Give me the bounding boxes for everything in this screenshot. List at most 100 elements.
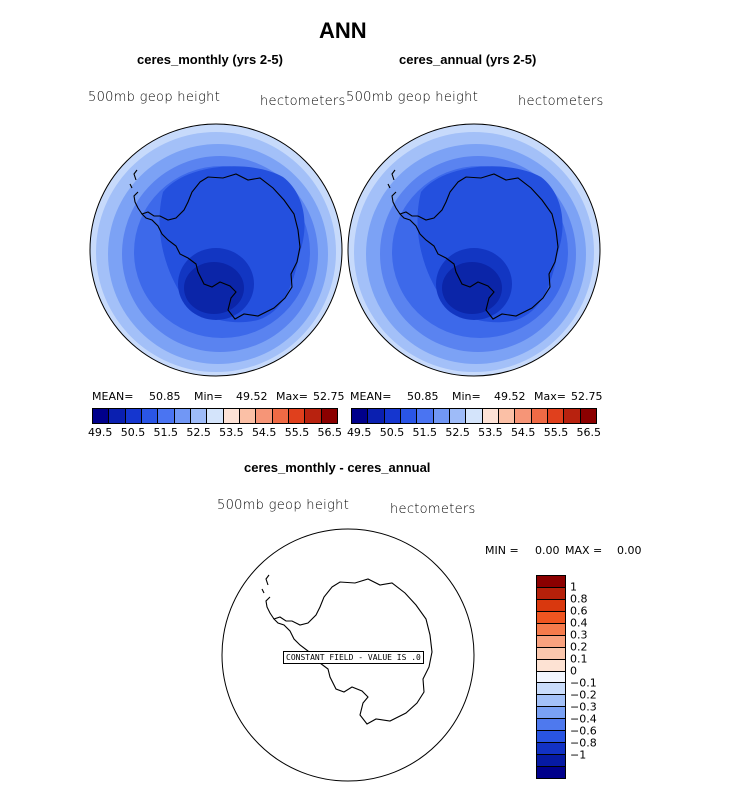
colorbar-tick-label: 52.5 [445, 426, 470, 439]
panel-1-units: hectometers [260, 94, 346, 109]
panel-2-units: hectometers [518, 94, 604, 109]
colorbar-tick-label: 53.5 [478, 426, 503, 439]
panel-2-polar-map [347, 123, 601, 377]
panel-2-min-value: 49.52 [494, 390, 526, 403]
colorbar-tick-label: 56.5 [576, 426, 602, 439]
diff-max-value: 0.00 [617, 544, 642, 557]
colorbar-swatch [537, 707, 565, 720]
colorbar-swatch [537, 719, 565, 732]
contour-band [442, 262, 502, 314]
panel-2-mean-value: 50.85 [407, 390, 439, 403]
colorbar-swatch [174, 409, 191, 423]
colorbar-tick-label: 54.5 [251, 426, 277, 439]
panel-2-mean-label: MEAN= [350, 390, 392, 403]
colorbar-swatch [537, 731, 565, 744]
panel-1-mean-value: 50.85 [149, 390, 181, 403]
colorbar-swatch [564, 409, 581, 423]
colorbar-swatch [537, 587, 565, 600]
colorbar-swatch [256, 409, 273, 423]
colorbar-tick-label: 0.4 [570, 616, 588, 630]
colorbar-swatch [239, 409, 257, 423]
colorbar-tick-label: 54.5 [510, 426, 536, 439]
colorbar-swatch [482, 409, 499, 423]
colorbar-tick-label: −1 [570, 748, 587, 762]
colorbar-tick-label: 50.5 [379, 426, 405, 439]
panel-1-polar-map [89, 123, 343, 377]
panel-1-title: ceres_monthly (yrs 2-5) [137, 52, 283, 67]
diff-max-label: MAX = [565, 544, 603, 557]
colorbar-swatch [537, 743, 565, 756]
panel-2-max-value: 52.75 [571, 390, 603, 403]
colorbar-tick-label: 1 [570, 580, 577, 594]
colorbar-swatch [537, 623, 565, 636]
colorbar-swatch [537, 611, 565, 624]
colorbar-tick-label: 51.5 [153, 426, 179, 439]
colorbar-swatch [449, 409, 467, 423]
colorbar-swatch [417, 409, 434, 423]
colorbar-swatch [272, 409, 289, 423]
colorbar-swatch [223, 409, 240, 423]
colorbar-swatch [537, 683, 565, 696]
colorbar-swatch [580, 409, 596, 423]
colorbar-swatch [537, 647, 565, 660]
colorbar-swatch [93, 409, 110, 423]
colorbar-tick-label: 49.5 [346, 426, 372, 439]
colorbar-swatch [207, 409, 224, 423]
colorbar-tick-label: −0.6 [570, 724, 597, 738]
colorbar-swatch [515, 409, 532, 423]
colorbar-swatch [466, 409, 483, 423]
colorbar-swatch [109, 409, 126, 423]
colorbar-swatch [305, 409, 322, 423]
colorbar-tick-label: 52.5 [186, 426, 211, 439]
colorbar-swatch [321, 409, 337, 423]
colorbar-swatch [400, 409, 418, 423]
map-boundary [347, 123, 601, 377]
colorbar-tick-label: −0.1 [570, 676, 597, 690]
colorbar-tick-label: 51.5 [412, 426, 438, 439]
colorbar-swatch [288, 409, 306, 423]
colorbar-swatch [537, 576, 565, 588]
colorbar-tick-label: 0.1 [570, 652, 588, 666]
panel-1-max-label: Max= [276, 390, 308, 403]
constant-field-label: CONSTANT FIELD - VALUE IS .0 [283, 651, 424, 664]
colorbar-swatch [537, 671, 565, 684]
diff-min-label: MIN = [485, 544, 519, 557]
diff-colorbar [536, 575, 566, 779]
colorbar-tick-label: −0.8 [570, 736, 597, 750]
panel-2-variable-label: 500mb geop height [346, 90, 479, 105]
panel-2-colorbar [351, 408, 597, 424]
colorbar-swatch [384, 409, 401, 423]
colorbar-swatch [158, 409, 175, 423]
colorbar-tick-label: 55.5 [543, 426, 569, 439]
panel-2-min-label: Min= [452, 390, 481, 403]
colorbar-swatch [531, 409, 548, 423]
colorbar-swatch [125, 409, 142, 423]
panel-1-colorbar [92, 408, 338, 424]
colorbar-swatch [433, 409, 450, 423]
diff-min-value: 0.00 [535, 544, 560, 557]
colorbar-swatch [537, 755, 565, 767]
colorbar-tick-label: 50.5 [120, 426, 146, 439]
colorbar-tick-label: −0.4 [570, 712, 597, 726]
colorbar-swatch [537, 767, 565, 778]
figure-title: ANN [319, 18, 367, 43]
map-boundary [89, 123, 343, 377]
colorbar-swatch [498, 409, 516, 423]
colorbar-swatch [537, 695, 565, 708]
colorbar-tick-label: −0.2 [570, 688, 597, 702]
colorbar-swatch [537, 599, 565, 612]
antarctica-coastline [387, 169, 559, 320]
panel-2-title: ceres_annual (yrs 2-5) [399, 52, 537, 67]
colorbar-tick-label: −0.3 [570, 700, 597, 714]
panel-2-max-label: Max= [534, 390, 566, 403]
colorbar-swatch [537, 659, 565, 672]
diff-variable-label: 500mb geop height [217, 498, 350, 513]
diff-units: hectometers [390, 502, 476, 517]
colorbar-swatch [368, 409, 385, 423]
colorbar-tick-label: 0 [570, 664, 577, 678]
colorbar-tick-label: 56.5 [317, 426, 343, 439]
colorbar-tick-label: 53.5 [219, 426, 244, 439]
colorbar-tick-label: 0.3 [570, 628, 588, 642]
colorbar-swatch [352, 409, 369, 423]
contour-band [184, 262, 244, 314]
